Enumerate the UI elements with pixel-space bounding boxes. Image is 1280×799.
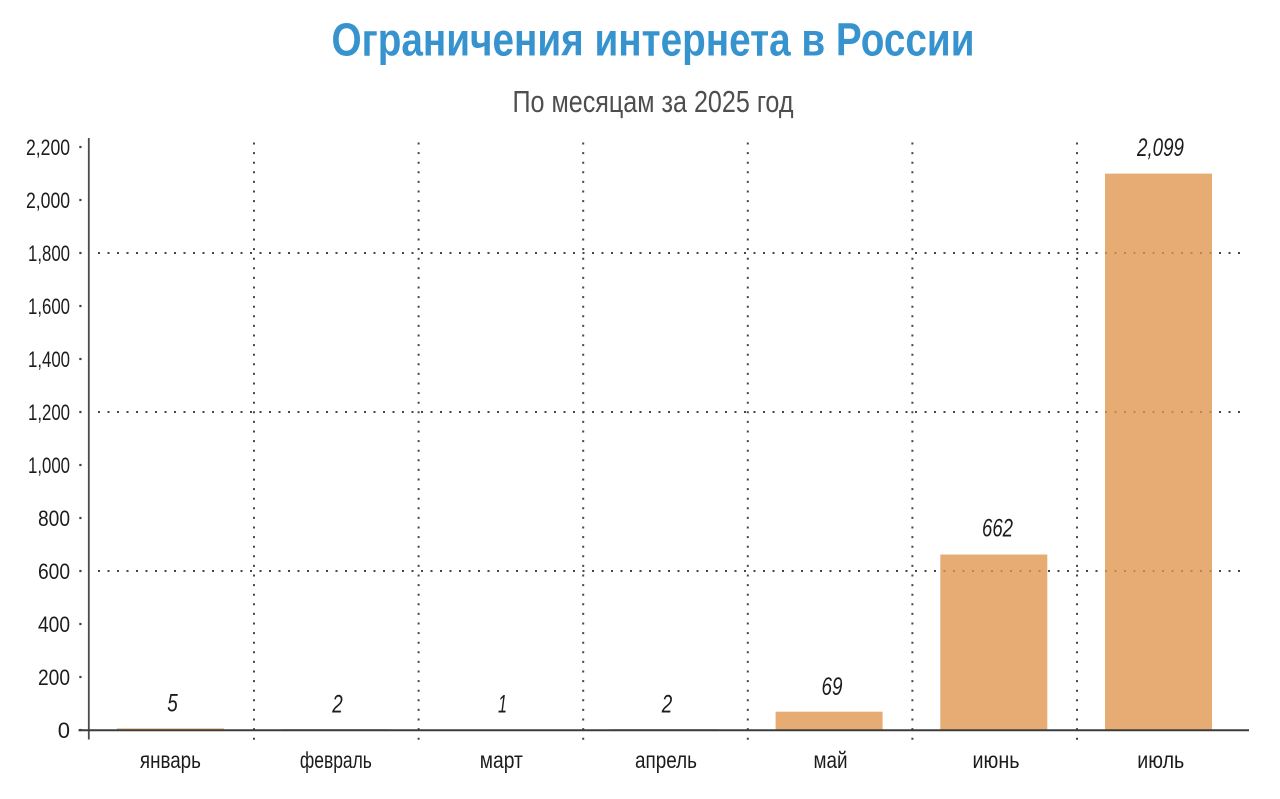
svg-text:1: 1 — [498, 691, 507, 719]
svg-text:февраль: февраль — [300, 747, 372, 773]
svg-text:май: май — [814, 747, 848, 773]
svg-text:400: 400 — [38, 612, 70, 637]
svg-text:800: 800 — [38, 506, 70, 531]
svg-text:Ограничения интернета в России: Ограничения интернета в России — [332, 14, 975, 66]
svg-text:1,000: 1,000 — [28, 453, 70, 478]
svg-text:2,200: 2,200 — [26, 135, 70, 160]
svg-text:200: 200 — [38, 665, 70, 690]
svg-text:2,000: 2,000 — [26, 188, 70, 213]
svg-text:5: 5 — [167, 689, 178, 717]
svg-text:январь: январь — [140, 747, 201, 773]
svg-text:1,800: 1,800 — [28, 241, 70, 266]
svg-text:600: 600 — [38, 559, 70, 584]
svg-text:июль: июль — [1137, 747, 1184, 773]
svg-text:2,099: 2,099 — [1136, 134, 1184, 162]
svg-text:июнь: июнь — [973, 747, 1020, 773]
svg-text:1,600: 1,600 — [28, 294, 70, 319]
svg-text:1,400: 1,400 — [28, 347, 70, 372]
svg-text:69: 69 — [822, 673, 843, 701]
svg-text:2: 2 — [661, 690, 672, 718]
svg-text:март: март — [480, 747, 523, 773]
svg-text:662: 662 — [982, 514, 1013, 542]
svg-text:1,200: 1,200 — [28, 400, 70, 425]
svg-text:0: 0 — [58, 718, 70, 743]
svg-text:2: 2 — [331, 690, 342, 718]
svg-text:апрель: апрель — [635, 747, 697, 773]
svg-text:По месяцам за 2025 год: По месяцам за 2025 год — [513, 84, 794, 119]
